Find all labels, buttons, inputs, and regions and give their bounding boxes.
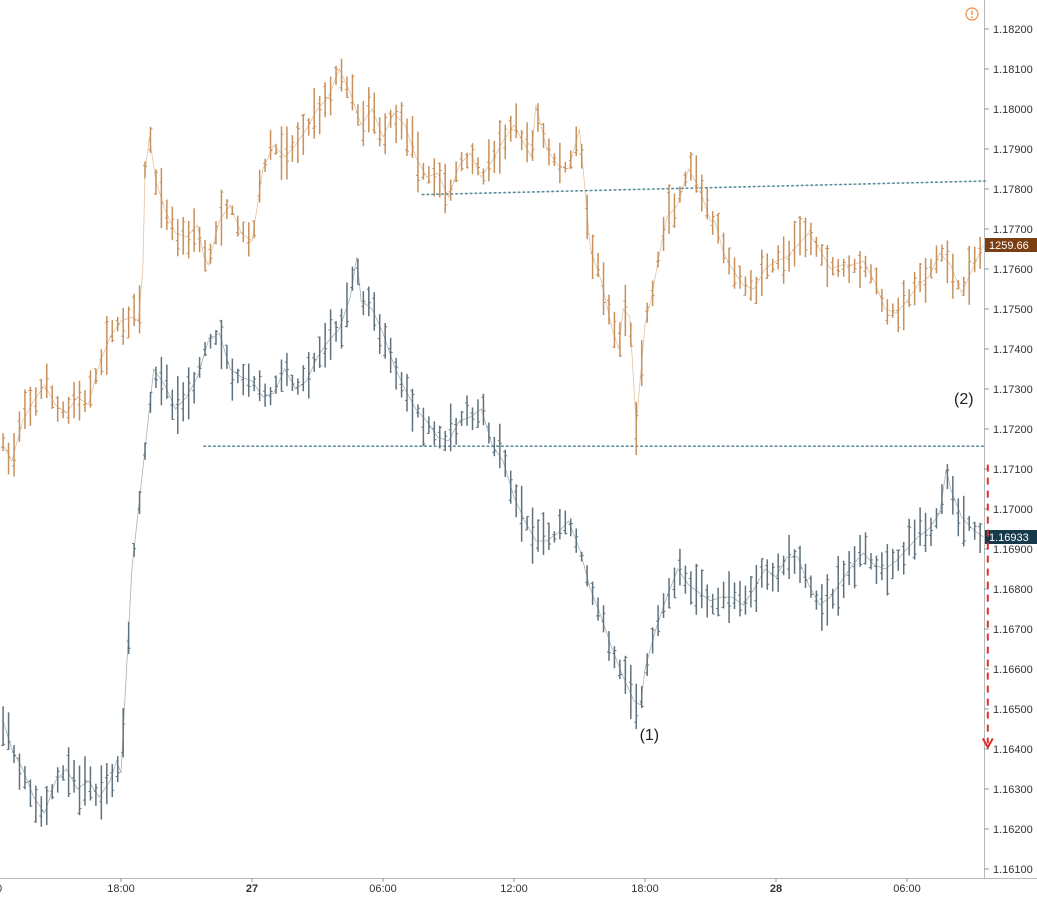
x-tick-label: 27 [246,883,258,895]
y-tick-label: 1.18100 [993,64,1033,76]
y-tick-label: 1.17000 [993,504,1033,516]
x-tick-label: 06:00 [369,883,397,895]
series-path [2,67,984,463]
trendlines-layer [203,180,987,448]
y-tick-label: 1.17100 [993,464,1033,476]
overlay-layer [965,7,994,750]
last-price-label: 1.16933 [989,532,1029,544]
y-tick-label: 1.17500 [993,304,1033,316]
annotations-layer: (1) (2) [640,391,974,744]
y-tick-label: 1.18000 [993,104,1033,116]
x-tick-label: 06:00 [893,883,921,895]
projection-arrow-head [981,737,994,750]
y-tick-label: 1.17800 [993,184,1033,196]
y-tick-label: 1.17700 [993,224,1033,236]
y-tick-label: 1.17200 [993,424,1033,436]
warning-icon [965,7,979,21]
y-tick-label: 1.16400 [993,744,1033,756]
last-price-label: 1259.66 [989,240,1029,252]
series-orange: 1259.66 [1,58,1037,477]
x-tick-label-clipped: 0 [0,883,2,895]
y-tick-label: 1.16200 [993,824,1033,836]
series-path [2,256,984,814]
last-price-badge [985,530,1037,544]
y-tick-label: 1.16900 [993,544,1033,556]
wave-label: (1) [640,727,660,744]
y-tick-label: 1.16300 [993,784,1033,796]
y-tick-label: 1.17600 [993,264,1033,276]
y-tick-label: 1.16800 [993,584,1033,596]
y-tick-label: 1.16600 [993,664,1033,676]
x-tick-label: 12:00 [500,883,528,895]
y-tick-label: 1.18200 [993,24,1033,36]
y-tick-label: 1.17400 [993,344,1033,356]
last-price-badge [985,238,1037,252]
x-tick-label: 18:00 [107,883,135,895]
y-tick-label: 1.17900 [993,144,1033,156]
y-tick-label: 1.17300 [993,384,1033,396]
series-gray: 1.16933 [1,256,1037,827]
x-tick-label: 18:00 [631,883,659,895]
x-tick-label: 28 [770,883,782,895]
wave-label: (2) [954,391,974,408]
y-tick-label: 1.16500 [993,704,1033,716]
y-tick-label: 1.16700 [993,624,1033,636]
warning-icon-dot [971,16,973,19]
series-layer: 1259.66 1.16933 [1,58,1037,827]
dotted-trendline [421,180,987,196]
y-tick-label: 1.16100 [993,864,1033,876]
